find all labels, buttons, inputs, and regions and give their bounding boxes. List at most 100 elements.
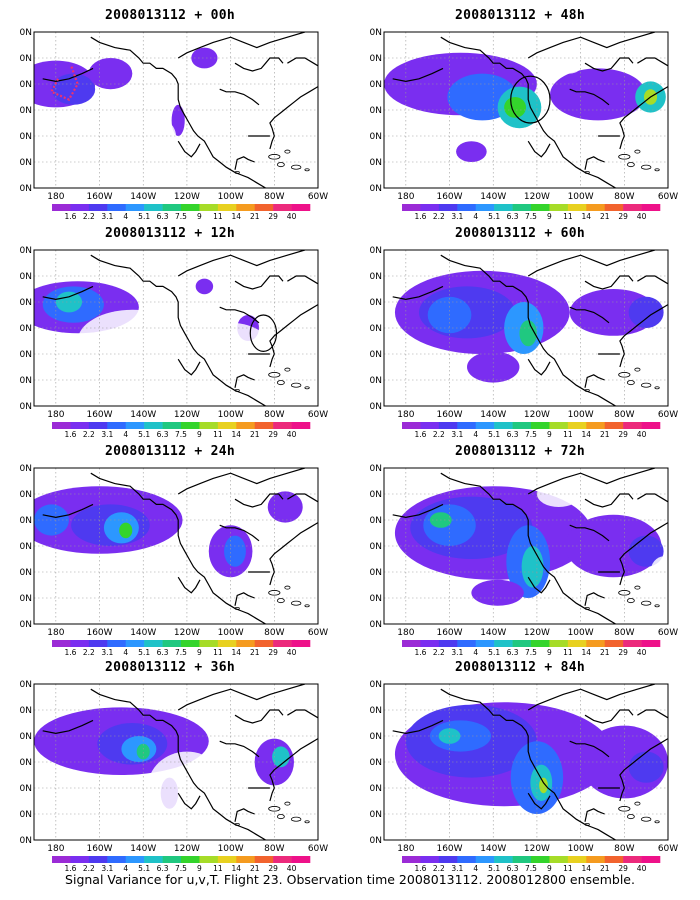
colorbar-swatch [52, 422, 71, 429]
colorbar-swatch [604, 640, 624, 647]
colorbar-label: 2.2 [83, 430, 95, 438]
colorbar-swatch [125, 422, 145, 429]
low-variance-region [88, 110, 176, 162]
colorbar-label: 5.1 [138, 430, 150, 438]
variance-contour [195, 278, 214, 295]
colorbar-swatch [586, 204, 606, 211]
colorbar-label: 7.5 [525, 648, 537, 656]
variance-field [34, 684, 318, 840]
colorbar-swatch [273, 204, 292, 211]
island-outline [640, 600, 652, 606]
colorbar-label: 6.3 [507, 212, 519, 220]
colorbar-swatch [549, 856, 569, 863]
island-outline [284, 149, 291, 154]
colorbar-swatch [623, 204, 642, 211]
colorbar-swatch [254, 856, 274, 863]
flight-track [49, 65, 79, 102]
variance-contour [224, 535, 246, 567]
colorbar-swatch [494, 856, 513, 863]
variance-contour [519, 320, 537, 347]
colorbar-label: 4 [123, 648, 128, 656]
island-outline [654, 386, 660, 390]
colorbar-label: 14 [582, 430, 592, 438]
map-frame [383, 249, 669, 407]
island-outline [268, 372, 281, 378]
colorbar-swatch [586, 422, 606, 429]
coastline [392, 684, 668, 840]
island-outline [626, 380, 635, 386]
colorbar-swatch [236, 640, 256, 647]
colorbar-swatch [162, 856, 182, 863]
colorbar-label: 6.3 [507, 430, 519, 438]
colorbar-label: 40 [287, 648, 297, 656]
island-outline [276, 380, 285, 386]
colorbar-swatch [641, 422, 661, 429]
colorbar-label: 29 [268, 648, 278, 656]
colorbar-label: 14 [582, 864, 592, 872]
colorbar-swatch [181, 422, 200, 429]
colorbar-swatch [402, 422, 421, 429]
map-svg: 70N 60N 50N 40N 30N 20N 10N 180 160W 140W 120W 100W… [20, 680, 328, 872]
colorbar-label: 11 [563, 430, 573, 438]
x-tick-label: 80W [614, 628, 634, 638]
map-frame [33, 467, 319, 625]
y-tick-label: 60N [370, 490, 382, 500]
colorbar-swatch [125, 856, 145, 863]
island-outline [618, 154, 631, 160]
y-tick-label: 20N [370, 594, 382, 604]
colorbar-label: 40 [637, 864, 647, 872]
variance-contour [119, 522, 133, 539]
variance-contour [550, 68, 647, 121]
y-tick-label: 20N [370, 376, 382, 386]
colorbar-label: 1.6 [64, 648, 76, 656]
variance-contour [628, 751, 664, 783]
colorbar-label: 7.5 [175, 212, 187, 220]
colorbar-swatch [457, 640, 477, 647]
variance-field [34, 250, 318, 406]
variance-contour [171, 104, 185, 136]
low-variance-region [556, 52, 583, 74]
variance-field [384, 684, 668, 840]
island-outline [618, 590, 631, 596]
colorbar-swatch [107, 204, 127, 211]
colorbar-label: 3.1 [101, 864, 113, 872]
colorbar-label: 14 [232, 212, 242, 220]
map-panel: 2008013112 + 84h 70N 60N 50N 40N 30N 20N 10N 180… [370, 660, 678, 872]
x-tick-label: 100W [218, 844, 244, 854]
low-variance-region [574, 694, 610, 716]
colorbar-swatch [604, 422, 624, 429]
map-panel: 2008013112 + 48h 70N 60N 50N 40N 30N 20N 10N 180… [370, 8, 678, 220]
variance-contour [55, 291, 83, 313]
x-tick-label: 60W [658, 844, 678, 854]
colorbar-swatch [457, 204, 477, 211]
y-tick-label: 30N [370, 132, 382, 142]
colorbar-label: 1.6 [414, 212, 426, 220]
x-tick-label: 160W [86, 844, 112, 854]
colorbar-swatch [273, 640, 292, 647]
colorbar-swatch [254, 640, 274, 647]
colorbar-swatch [199, 204, 219, 211]
colorbar-swatch [217, 422, 237, 429]
y-tick-label: 30N [370, 568, 382, 578]
colorbar-swatch [420, 856, 440, 863]
colorbar-swatch [586, 640, 606, 647]
colorbar-label: 9 [547, 430, 552, 438]
panel-title: 2008013112 + 84h [454, 660, 586, 675]
colorbar-label: 21 [250, 430, 260, 438]
colorbar-swatch [273, 422, 292, 429]
y-tick-label: 70N [20, 28, 32, 38]
map-panel: 2008013112 + 12h 70N 60N 50N 40N 30N 20N 10N 180… [20, 226, 328, 438]
island-outline [234, 822, 240, 826]
x-tick-label: 60W [308, 628, 328, 638]
y-tick-label: 70N [370, 28, 382, 38]
map-frame [33, 249, 319, 407]
y-tick-label: 10N [370, 620, 382, 630]
colorbar-label: 29 [618, 212, 628, 220]
x-tick-label: 60W [658, 628, 678, 638]
colorbar-swatch [52, 204, 71, 211]
x-tick-label: 180 [47, 628, 64, 638]
colorbar-swatch [254, 422, 274, 429]
variance-contour [51, 73, 96, 105]
y-tick-label: 40N [20, 106, 32, 116]
colorbar-label: 5.1 [138, 212, 150, 220]
